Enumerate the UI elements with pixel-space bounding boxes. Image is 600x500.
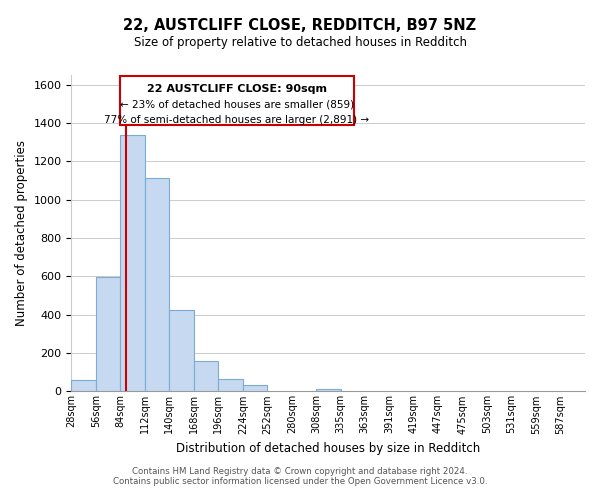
Y-axis label: Number of detached properties: Number of detached properties [15,140,28,326]
Text: Contains HM Land Registry data © Crown copyright and database right 2024.
Contai: Contains HM Land Registry data © Crown c… [113,466,487,486]
Bar [145,178,169,392]
Bar [121,136,145,392]
Text: 22 AUSTCLIFF CLOSE: 90sqm: 22 AUSTCLIFF CLOSE: 90sqm [147,84,327,94]
Text: Size of property relative to detached houses in Redditch: Size of property relative to detached ho… [133,36,467,49]
Text: ← 23% of detached houses are smaller (859): ← 23% of detached houses are smaller (85… [120,100,354,110]
Bar [316,388,341,392]
Text: 77% of semi-detached houses are larger (2,891) →: 77% of semi-detached houses are larger (… [104,115,370,125]
Bar [96,278,121,392]
Bar [71,380,96,392]
FancyBboxPatch shape [120,76,354,124]
Text: 22, AUSTCLIFF CLOSE, REDDITCH, B97 5NZ: 22, AUSTCLIFF CLOSE, REDDITCH, B97 5NZ [124,18,476,32]
Bar [169,310,194,392]
Bar [194,360,218,392]
Bar [218,379,243,392]
X-axis label: Distribution of detached houses by size in Redditch: Distribution of detached houses by size … [176,442,481,455]
Bar [243,384,268,392]
